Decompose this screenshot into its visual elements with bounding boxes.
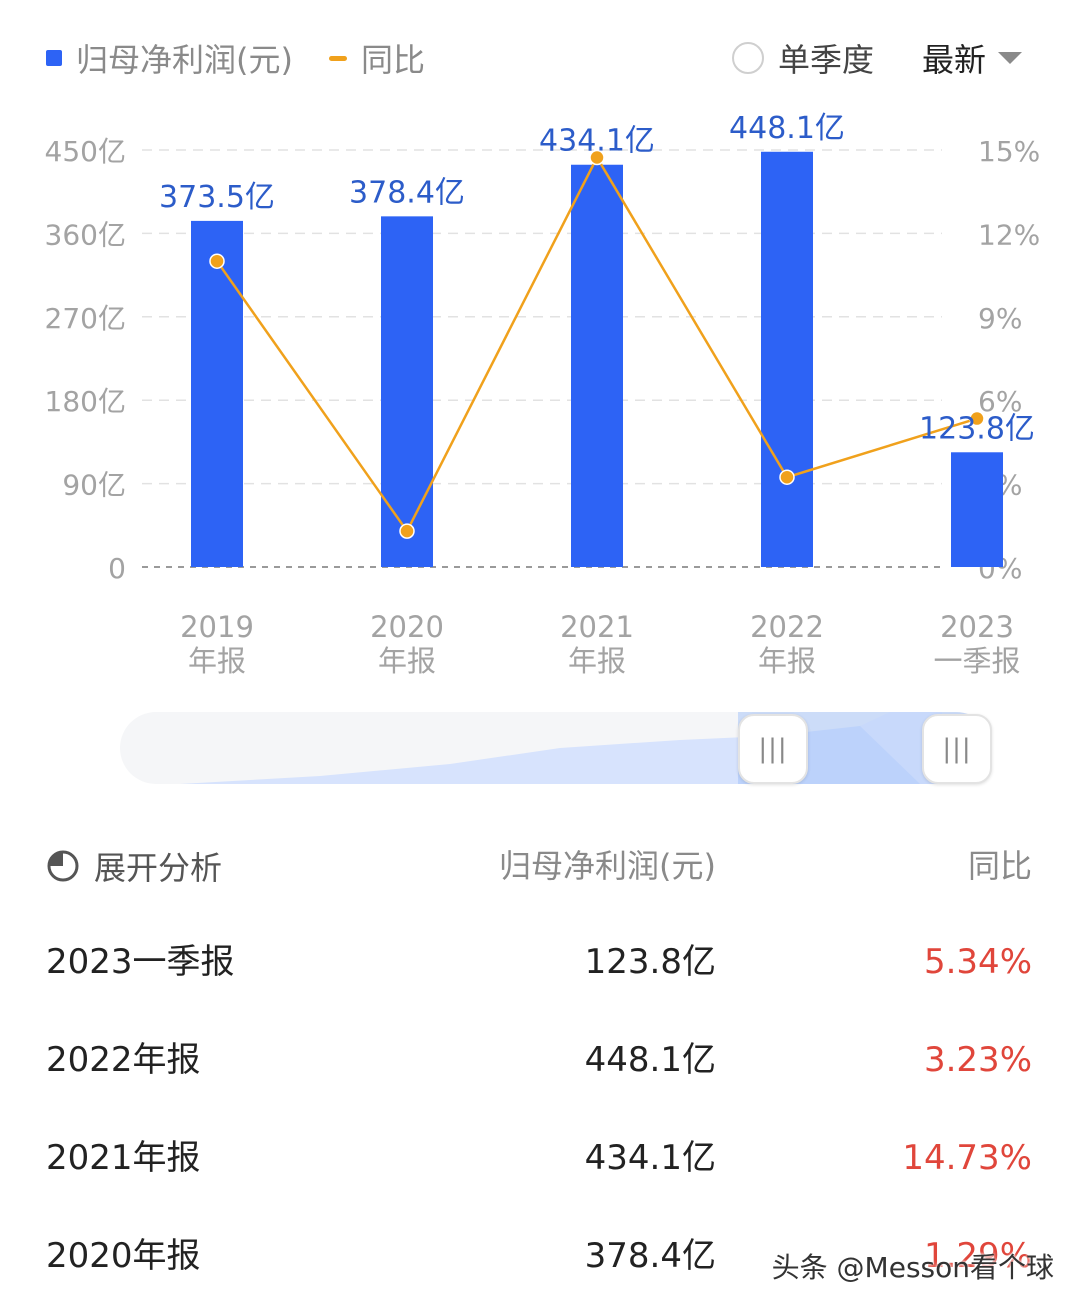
y-right-tick-label: 15% bbox=[978, 135, 1040, 168]
table-row: 2023一季报 123.8亿 5.34% bbox=[46, 932, 1032, 992]
yoy-cell: 3.23% bbox=[923, 1040, 1032, 1080]
yoy-point bbox=[399, 523, 415, 539]
y-left-tick-label: 270亿 bbox=[45, 302, 126, 335]
bar bbox=[381, 216, 433, 567]
table-row: 2022年报 448.1亿 3.23% bbox=[46, 1030, 1032, 1090]
period-cell: 2022年报 bbox=[46, 1040, 201, 1080]
x-tick-label: 2019 bbox=[180, 610, 254, 644]
single-quarter-label: 单季度 bbox=[778, 41, 875, 79]
bar bbox=[951, 452, 1003, 567]
x-tick-label: 年报 bbox=[378, 644, 436, 678]
bar-data-label: 378.4亿 bbox=[349, 175, 465, 210]
line-legend-swatch bbox=[328, 55, 347, 61]
y-left-tick-label: 180亿 bbox=[45, 385, 126, 418]
bar-data-label: 434.1亿 bbox=[539, 124, 655, 159]
x-tick-label: 2020 bbox=[370, 610, 444, 644]
y-left-tick-label: 360亿 bbox=[45, 218, 126, 251]
y-right-tick-label: 6% bbox=[978, 385, 1022, 418]
sort-label: 最新 bbox=[922, 41, 987, 79]
pie-chart-icon bbox=[47, 850, 79, 882]
chart-legend: 归母净利润(元) 同比 bbox=[46, 34, 425, 82]
profit-chart: 090亿180亿270亿360亿450亿0%3%6%9%12%15%373.5亿… bbox=[45, 111, 1041, 678]
yoy-point bbox=[589, 149, 605, 166]
bar-legend-swatch bbox=[46, 50, 62, 66]
x-tick-label: 2023 bbox=[940, 610, 1014, 644]
slider-preview-area bbox=[180, 712, 990, 784]
yoy-cell: 14.73% bbox=[902, 1138, 1032, 1178]
yoy-cell: 5.34% bbox=[923, 942, 1032, 982]
y-left-tick-label: 90亿 bbox=[62, 469, 126, 502]
bar-data-label: 373.5亿 bbox=[159, 180, 275, 215]
bar bbox=[191, 220, 243, 567]
table-header: 展开分析 归母净利润(元) 同比 bbox=[46, 836, 1032, 896]
radio-icon[interactable] bbox=[732, 42, 764, 74]
bar bbox=[761, 151, 813, 567]
watermark: 头条 @Messon看个球 bbox=[771, 1251, 1054, 1284]
yoy-column-header: 同比 bbox=[967, 847, 1032, 885]
bar bbox=[571, 164, 623, 567]
period-cell: 2023一季报 bbox=[46, 942, 235, 982]
y-right-tick-label: 12% bbox=[978, 218, 1040, 251]
chevron-down-icon bbox=[998, 52, 1023, 64]
slider-left-handle[interactable]: ||| bbox=[738, 714, 808, 784]
period-cell: 2021年报 bbox=[46, 1138, 201, 1178]
table-row: 2021年报 434.1亿 14.73% bbox=[46, 1128, 1032, 1188]
value-cell: 378.4亿 bbox=[584, 1236, 716, 1276]
slider-right-handle[interactable]: ||| bbox=[922, 714, 992, 784]
y-left-tick-label: 0 bbox=[108, 552, 126, 585]
expand-analysis-label: 展开分析 bbox=[94, 849, 223, 887]
value-cell: 123.8亿 bbox=[584, 942, 716, 982]
x-tick-label: 2021 bbox=[560, 610, 634, 644]
x-tick-label: 年报 bbox=[758, 644, 816, 678]
slider-track bbox=[120, 712, 992, 784]
bar-legend-label: 归母净利润(元) bbox=[76, 41, 293, 79]
yoy-point bbox=[209, 253, 225, 269]
sort-dropdown[interactable]: 最新 bbox=[922, 34, 1023, 82]
yoy-point bbox=[779, 469, 795, 485]
period-cell: 2020年报 bbox=[46, 1236, 201, 1276]
yoy-point bbox=[969, 410, 985, 427]
value-cell: 448.1亿 bbox=[584, 1040, 716, 1080]
line-legend-label: 同比 bbox=[360, 41, 425, 79]
bar-data-label: 123.8亿 bbox=[919, 411, 1035, 446]
value-cell: 434.1亿 bbox=[584, 1138, 716, 1178]
bar-data-label: 448.1亿 bbox=[729, 111, 845, 146]
single-quarter-toggle[interactable]: 单季度 bbox=[732, 34, 874, 82]
x-tick-label: 年报 bbox=[568, 644, 626, 678]
range-slider[interactable]: ||| ||| bbox=[120, 712, 992, 784]
y-right-tick-label: 9% bbox=[978, 302, 1022, 335]
x-tick-label: 一季报 bbox=[933, 644, 1020, 678]
table-row: 2020年报 378.4亿 1.29% bbox=[46, 1226, 1032, 1286]
y-left-tick-label: 450亿 bbox=[45, 135, 126, 168]
x-tick-label: 年报 bbox=[188, 644, 246, 678]
x-tick-label: 2022 bbox=[750, 610, 824, 644]
expand-analysis-button[interactable]: 展开分析 bbox=[46, 836, 222, 896]
yoy-cell: 1.29% bbox=[923, 1236, 1032, 1276]
value-column-header: 归母净利润(元) bbox=[499, 847, 716, 885]
